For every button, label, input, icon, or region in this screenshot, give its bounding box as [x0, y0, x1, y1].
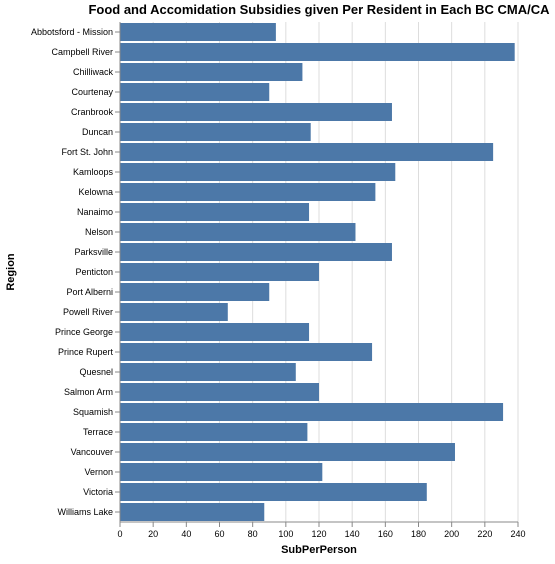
bar [120, 23, 276, 41]
bar [120, 123, 311, 141]
bar [120, 163, 396, 181]
bar [120, 323, 310, 341]
category-label: Duncan [82, 127, 113, 137]
category-label: Parksville [74, 247, 113, 257]
x-tick-label: 20 [148, 529, 158, 539]
bar [120, 283, 270, 301]
category-label: Vernon [84, 467, 113, 477]
category-label: Penticton [75, 267, 113, 277]
x-tick-label: 200 [444, 529, 459, 539]
category-label: Kelowna [78, 187, 113, 197]
category-label: Campbell River [51, 47, 113, 57]
bar [120, 223, 356, 241]
x-tick-label: 100 [278, 529, 293, 539]
category-label: Victoria [83, 487, 113, 497]
chart-title: Food and Accomidation Subsidies given Pe… [88, 2, 550, 17]
x-tick-label: 240 [510, 529, 525, 539]
x-tick-label: 120 [311, 529, 326, 539]
bar [120, 263, 319, 281]
category-label: Fort St. John [61, 147, 113, 157]
bar [120, 463, 323, 481]
category-label: Abbotsford - Mission [31, 27, 113, 37]
bar [120, 43, 515, 61]
category-label: Powell River [63, 307, 113, 317]
category-label: Cranbrook [71, 107, 114, 117]
bar [120, 423, 308, 441]
bar [120, 383, 319, 401]
category-label: Salmon Arm [64, 387, 113, 397]
x-tick-label: 60 [214, 529, 224, 539]
category-label: Prince Rupert [58, 347, 114, 357]
x-tick-label: 180 [411, 529, 426, 539]
category-label: Quesnel [79, 367, 113, 377]
category-label: Kamloops [73, 167, 114, 177]
category-label: Chilliwack [73, 67, 114, 77]
bar [120, 363, 296, 381]
bar [120, 343, 373, 361]
bar [120, 243, 392, 261]
bar [120, 83, 270, 101]
category-label: Vancouver [71, 447, 113, 457]
bar [120, 183, 376, 201]
bar [120, 403, 504, 421]
x-tick-label: 0 [117, 529, 122, 539]
x-tick-label: 160 [378, 529, 393, 539]
category-label: Port Alberni [66, 287, 113, 297]
y-axis-title: Region [5, 253, 17, 291]
bar [120, 503, 265, 521]
x-axis: 0 20 40 60 80 100 120 140 160 180 200 220 240 [117, 521, 526, 539]
bar [120, 143, 494, 161]
x-axis-title: SubPerPerson [281, 544, 357, 556]
x-tick-label: 80 [248, 529, 258, 539]
x-tick-label: 220 [477, 529, 492, 539]
bar [120, 63, 303, 81]
x-tick-label: 140 [345, 529, 360, 539]
category-label: Courtenay [71, 87, 113, 97]
category-label: Nelson [85, 227, 113, 237]
category-label: Nanaimo [77, 207, 113, 217]
bars [120, 23, 515, 521]
bar [120, 483, 427, 501]
bar [120, 303, 228, 321]
category-label: Squamish [73, 407, 113, 417]
bar [120, 103, 392, 121]
bar [120, 203, 310, 221]
bar [120, 443, 455, 461]
category-label: Terrace [83, 427, 113, 437]
y-axis: Abbotsford - Mission Campbell River Chilli… [31, 22, 121, 522]
category-label: Prince George [55, 327, 113, 337]
x-tick-label: 40 [181, 529, 191, 539]
category-label: Williams Lake [57, 507, 113, 517]
